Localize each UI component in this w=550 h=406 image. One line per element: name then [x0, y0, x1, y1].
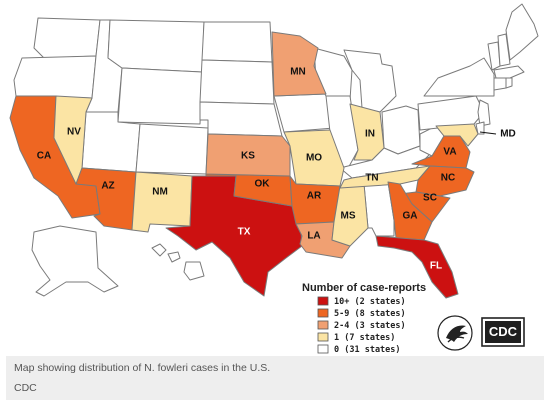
state-KS — [205, 133, 291, 177]
state-NH — [497, 33, 511, 67]
state-FL — [375, 235, 459, 299]
label-MS: MS — [341, 211, 356, 222]
state-RI — [505, 77, 513, 89]
state-CT — [493, 77, 507, 91]
state-DE — [475, 121, 485, 135]
state-HI-1 — [151, 243, 167, 257]
legend-swatch — [317, 296, 329, 306]
label-NC: NC — [441, 173, 455, 184]
legend-item: 10+ (2 states) — [317, 296, 406, 307]
zero-case-states — [13, 3, 539, 297]
state-MT — [107, 19, 205, 73]
cdc-logo-icon: CDC — [481, 317, 525, 347]
cdc-logo-text: CDC — [489, 324, 518, 339]
label-NV: NV — [67, 127, 81, 138]
state-labels: CA NV AZ NM TX OK KS MN MO AR LA MS IN T… — [37, 67, 516, 272]
label-MN: MN — [290, 67, 306, 78]
state-WY — [117, 67, 203, 125]
legend-swatch — [317, 344, 329, 354]
state-NE — [199, 101, 283, 137]
state-IN — [349, 103, 385, 161]
label-AR: AR — [307, 191, 322, 202]
label-KS: KS — [241, 151, 255, 162]
legend-label: 0 (31 states) — [334, 345, 401, 355]
caption-text: Map showing distribution of N. fowleri c… — [14, 362, 271, 374]
state-MD — [435, 123, 479, 147]
label-VA: VA — [443, 147, 456, 158]
state-SD — [199, 59, 275, 105]
legend: Number of case-reports 10+ (2 states) 5-… — [302, 282, 426, 355]
legend-item: 2-4 (3 states) — [317, 320, 406, 331]
state-GA — [387, 181, 433, 241]
label-TN: TN — [365, 173, 378, 184]
label-LA: LA — [307, 231, 320, 242]
state-NY — [423, 57, 495, 97]
md-leader-line — [479, 131, 497, 135]
state-ME — [505, 3, 539, 61]
state-NM — [131, 171, 193, 233]
state-CO — [135, 123, 209, 175]
state-AK — [31, 225, 119, 297]
legend-swatch — [317, 332, 329, 342]
label-FL: FL — [430, 261, 442, 272]
legend-item: 1 (7 states) — [317, 332, 395, 343]
label-SC: SC — [423, 193, 437, 204]
legend-label: 2-4 (3 states) — [334, 321, 406, 331]
hhs-eagle-icon — [437, 315, 473, 351]
caption-credit: CDC — [14, 382, 37, 394]
label-TX: TX — [238, 227, 251, 238]
state-MN — [271, 31, 327, 97]
label-IN: IN — [365, 129, 375, 140]
state-ND — [201, 21, 273, 63]
state-MA — [493, 65, 525, 79]
legend-swatch — [317, 308, 329, 318]
legend-swatch — [317, 320, 329, 330]
label-MD: MD — [500, 129, 516, 140]
state-OR — [13, 55, 97, 99]
figure-caption: Map showing distribution of N. fowleri c… — [6, 356, 544, 400]
label-NM: NM — [152, 187, 168, 198]
state-IA — [273, 93, 335, 133]
state-HI-3 — [183, 261, 205, 281]
legend-title: Number of case-reports — [302, 282, 426, 294]
label-CA: CA — [37, 151, 51, 162]
state-NJ — [477, 99, 491, 127]
label-GA: GA — [403, 211, 418, 222]
label-MO: MO — [306, 153, 322, 164]
legend-item: 0 (31 states) — [317, 344, 401, 355]
state-MI — [343, 49, 397, 113]
legend-label: 1 (7 states) — [334, 333, 395, 343]
state-WA — [33, 17, 101, 59]
state-HI-2 — [167, 251, 181, 263]
legend-item: 5-9 (8 states) — [317, 308, 406, 319]
label-OK: OK — [255, 179, 271, 190]
colored-states — [9, 31, 479, 299]
legend-label: 10+ (2 states) — [334, 297, 406, 307]
label-AZ: AZ — [101, 181, 114, 192]
state-OH — [381, 105, 421, 155]
legend-label: 5-9 (8 states) — [334, 309, 406, 319]
us-map: CA NV AZ NM TX OK KS MN MO AR LA MS IN T… — [9, 3, 539, 355]
